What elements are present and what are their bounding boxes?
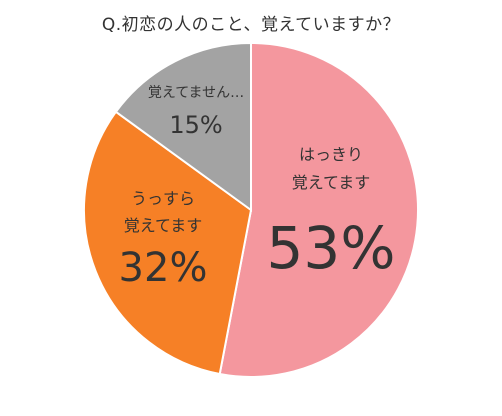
slice-label-ussura-line-2: 覚えてます bbox=[124, 216, 202, 235]
pie-slice-hakkiri bbox=[218, 41, 419, 378]
slice-value-oboetemasen: 15% bbox=[169, 111, 222, 139]
slice-label-ussura-line-1: うっすら bbox=[131, 189, 195, 208]
pie-slices bbox=[82, 41, 419, 378]
slice-value-ussura: 32% bbox=[119, 245, 208, 291]
slice-label-oboetemasen-line-1: 覚えてません… bbox=[148, 85, 244, 101]
slice-value-hakkiri: 53% bbox=[267, 214, 396, 282]
slice-label-hakkiri-line-1: はっきり bbox=[299, 145, 363, 164]
pie-slice-oboetemasen bbox=[114, 41, 252, 212]
chart-title: Q.初恋の人のこと、覚えていますか？ bbox=[101, 15, 401, 35]
pie-slice-ussura bbox=[82, 110, 253, 376]
slice-label-hakkiri-line-2: 覚えてます bbox=[292, 173, 370, 192]
